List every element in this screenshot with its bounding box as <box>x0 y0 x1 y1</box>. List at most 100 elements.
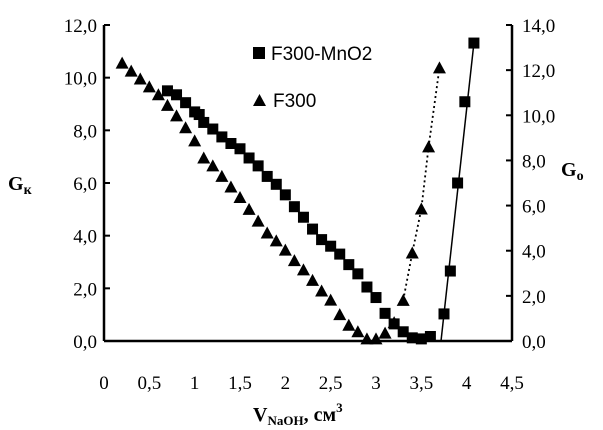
x-tick-label: 4 <box>462 373 472 394</box>
data-point-square <box>438 308 450 320</box>
data-point-square <box>325 240 337 252</box>
data-point-triangle <box>160 98 174 111</box>
y-left-tick-label: 6,0 <box>73 174 97 195</box>
x-tick-label: 3,5 <box>409 373 433 394</box>
data-point-square <box>261 170 273 182</box>
x-axis-title-main: V <box>253 404 268 426</box>
svg-text:Gо: Gо <box>561 159 584 184</box>
y-right-tick-label: 0,0 <box>522 332 546 353</box>
data-point-square <box>444 265 456 277</box>
data-point-square <box>279 189 291 201</box>
x-tick-label: 0 <box>99 373 109 394</box>
data-point-triangle <box>324 293 338 306</box>
y-left-tick-label: 12,0 <box>64 16 97 37</box>
svg-text:VNaOH, см3: VNaOH, см3 <box>253 400 343 428</box>
data-point-triangle <box>378 326 392 339</box>
x-tick-label: 4,5 <box>500 373 524 394</box>
x-axis-title: VNaOH, см3 <box>253 400 343 428</box>
data-point-square <box>297 211 309 223</box>
y-right-axis-title: Gо <box>561 159 584 184</box>
y-right-tick-label: 10,0 <box>522 106 555 127</box>
data-point-triangle <box>233 190 247 203</box>
data-point-triangle <box>133 72 147 85</box>
data-point-triangle <box>269 234 283 247</box>
data-point-triangle <box>315 284 329 297</box>
data-point-square <box>415 333 427 345</box>
data-point-square <box>207 123 219 135</box>
x-tick-label: 2 <box>281 373 291 394</box>
y-right-tick-label: 14,0 <box>522 16 555 37</box>
data-point-square <box>406 332 418 344</box>
data-point-triangle <box>369 332 383 345</box>
series-lines <box>402 42 475 342</box>
data-point-triangle <box>333 308 347 321</box>
data-point-square <box>459 96 471 108</box>
y-right-tick-label: 2,0 <box>522 287 546 308</box>
f300-dotted-line <box>402 67 441 301</box>
y-left-tick-label: 4,0 <box>73 227 97 248</box>
y-left-axis-title-main: G <box>8 173 24 195</box>
data-point-square <box>288 201 300 213</box>
plot-grid-axes <box>102 25 514 343</box>
x-axis-title-sub: NaOH <box>267 413 303 428</box>
data-point-triangle <box>170 109 184 122</box>
data-point-square <box>161 85 173 97</box>
data-point-triangle <box>360 332 374 345</box>
y-right-tick-label: 8,0 <box>522 151 546 172</box>
y-right-axis-title-sub: о <box>577 169 584 184</box>
y-left-axis-title-sub: к <box>24 183 33 198</box>
data-point-square <box>225 138 237 149</box>
legend-label-f300: F300 <box>273 91 316 112</box>
data-point-triangle <box>287 254 301 267</box>
data-point-square <box>452 177 464 189</box>
data-point-triangle <box>351 325 365 338</box>
data-point-triangle <box>251 214 265 227</box>
data-point-square <box>370 292 382 304</box>
data-point-square <box>198 116 210 128</box>
x-axis-title-tail: , см <box>304 404 337 426</box>
data-point-triangle <box>242 202 256 215</box>
data-point-square <box>307 223 319 235</box>
data-point-triangle <box>396 293 410 306</box>
data-point-triangle <box>422 140 436 153</box>
data-point-triangle <box>215 169 229 182</box>
data-point-triangle <box>224 180 238 193</box>
f300-mno2-fit-line <box>440 42 475 342</box>
data-point-square <box>171 89 183 101</box>
data-point-triangle <box>124 64 138 77</box>
x-tick-label: 1 <box>190 373 200 394</box>
data-point-square <box>334 248 346 260</box>
y-right-axis-title-main: G <box>561 159 577 181</box>
data-point-triangle <box>432 61 446 74</box>
data-point-triangle <box>414 202 428 215</box>
data-point-triangle <box>296 263 310 276</box>
y-right-tick-label: 4,0 <box>522 242 546 263</box>
data-point-triangle <box>405 246 419 259</box>
y-left-tick-label: 2,0 <box>73 279 97 300</box>
data-point-triangle <box>260 226 274 239</box>
x-tick-label: 3 <box>371 373 381 394</box>
x-tick-label: 1,5 <box>228 373 252 394</box>
y-left-axis-title: Gк <box>8 173 33 198</box>
data-point-triangle <box>179 121 193 134</box>
data-point-square <box>193 109 205 121</box>
data-point-square <box>468 37 480 49</box>
y-left-tick-label: 0,0 <box>73 332 97 353</box>
y-left-tick-label: 10,0 <box>64 69 97 90</box>
data-point-triangle <box>278 243 292 256</box>
svg-text:Gк: Gк <box>8 173 33 198</box>
data-point-triangle <box>342 318 356 331</box>
data-point-square <box>379 307 391 319</box>
data-point-square <box>216 131 228 143</box>
legend-square-marker <box>253 47 265 59</box>
legend-triangle-marker <box>253 94 266 106</box>
data-point-triangle <box>306 273 320 286</box>
y-right-tick-label: 6,0 <box>522 197 546 218</box>
data-point-square <box>352 268 364 280</box>
series-markers <box>115 37 480 345</box>
data-point-square <box>234 143 246 155</box>
data-point-triangle <box>197 151 211 164</box>
x-tick-label: 2,5 <box>319 373 343 394</box>
data-point-triangle <box>151 88 165 101</box>
